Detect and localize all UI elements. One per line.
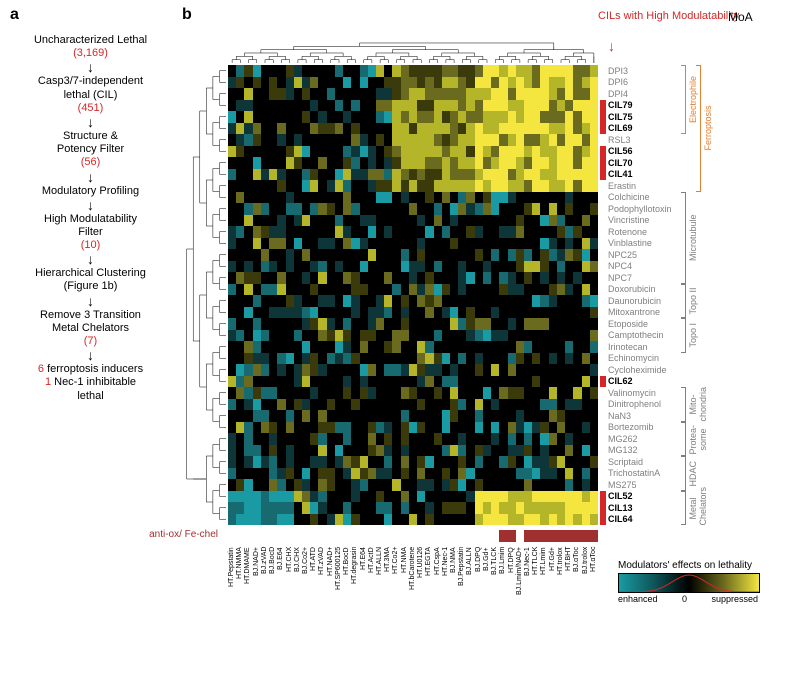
antiox-label: anti-ox/ Fe-chel [138,530,218,540]
panel-b: CILs with High Modulatability MoA ↓ DPI3… [178,0,793,690]
colorbar-labels: enhanced 0 suppressed [618,594,758,604]
colorbar [618,573,760,593]
colorbar-right: suppressed [711,594,758,604]
col-labels: HT.PepstatinHT.NMMAHT.DMAMEBJ.NAD+BJ.zVA… [228,547,598,627]
panel-a-flowchart: Uncharacterized Lethal(3,169)↓Casp3/7-in… [8,30,173,407]
dendrogram-top [228,38,598,63]
colorbar-area: Modulators' effects on lethality enhance… [618,560,758,604]
colorbar-hist [619,574,759,592]
cils-title: CILs with High Modulatability [598,10,739,22]
colorbar-title: Modulators' effects on lethality [618,560,758,571]
moa-title: MoA [728,10,753,24]
panel-a-label: a [10,6,19,24]
dendrogram-left [178,65,226,525]
colorbar-mid: 0 [682,594,687,604]
colorbar-left: enhanced [618,594,658,604]
row-labels: DPI3DPI6DPI4CIL79CIL75CIL69RSL3CIL56CIL7… [608,65,672,525]
cils-arrow: ↓ [608,38,615,54]
heatmap [228,65,598,525]
